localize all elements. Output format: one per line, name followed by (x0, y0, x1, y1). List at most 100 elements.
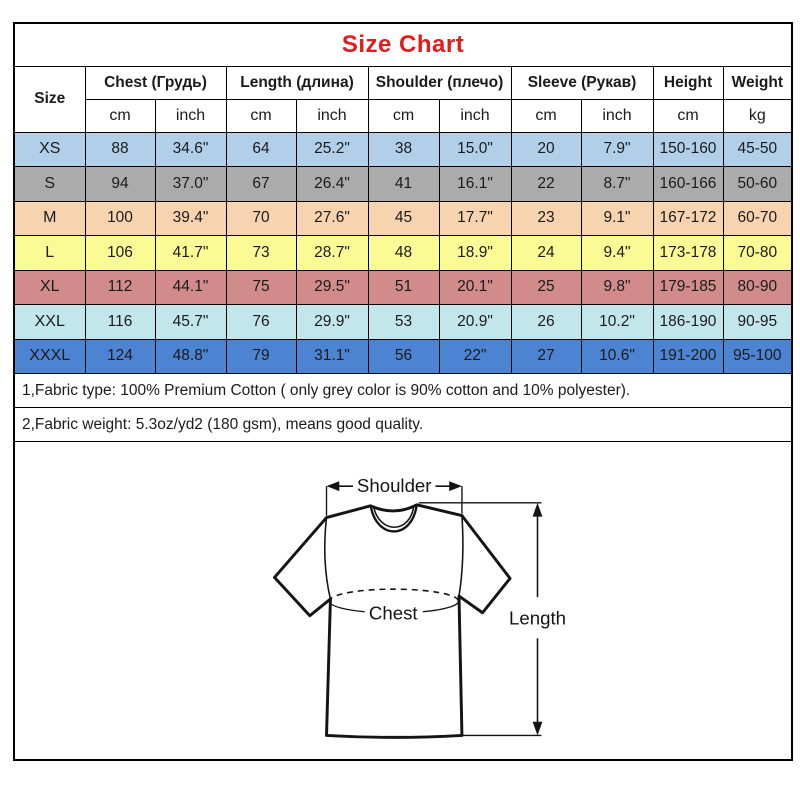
col-header-length: Length (длина) (225, 65, 369, 100)
cell: 25 (510, 269, 582, 305)
shoulder-arrow-right (449, 481, 462, 492)
note-row-2: 2,Fabric weight: 5.3oz/yd2 (180 gsm), me… (13, 407, 793, 442)
cell: 179-185 (652, 269, 724, 305)
cell: 20 (510, 131, 582, 167)
cell: 150-160 (652, 131, 724, 167)
cell: 22" (438, 338, 512, 374)
chest-ellipse-top (328, 588, 459, 603)
size-label: XXL (13, 304, 86, 340)
cell: 73 (225, 235, 297, 271)
cell: 48.8" (154, 338, 227, 374)
col-header-weight: Weight (722, 65, 793, 100)
cell: 44.1" (154, 269, 227, 305)
measurement-diagram-cell: Chest Shoulder (13, 441, 793, 760)
cell: 124 (84, 338, 156, 374)
cell: 94 (84, 166, 156, 202)
right-sleeve-seam (458, 515, 464, 597)
shoulder-label: Shoulder (357, 475, 432, 496)
cell: 64 (225, 131, 297, 167)
cell: 29.9" (295, 304, 369, 340)
diagram-row: Chest Shoulder (13, 441, 793, 760)
cell: 70 (225, 200, 297, 236)
size-label: M (13, 200, 86, 236)
unit-shoulder-inch: inch (438, 98, 512, 133)
cell: 28.7" (295, 235, 369, 271)
cell: 20.9" (438, 304, 512, 340)
cell: 15.0" (438, 131, 512, 167)
col-header-shoulder: Shoulder (плечо) (367, 65, 512, 100)
header-group-row: Size Chest (Грудь) Length (длина) Should… (13, 65, 793, 133)
table-row-xxxl: XXXL 124 48.8" 79 31.1" 56 22" 27 10.6" … (13, 338, 793, 374)
cell: 95-100 (722, 338, 793, 374)
size-label: XL (13, 269, 86, 305)
chest-ellipse-bottom-right (422, 599, 459, 613)
cell: 8.7" (580, 166, 654, 202)
cell: 20.1" (438, 269, 512, 305)
cell: 27.6" (295, 200, 369, 236)
tshirt-measurement-diagram: Chest Shoulder (273, 475, 566, 740)
cell: 90-95 (722, 304, 793, 340)
title-cell: Size Chart (13, 22, 793, 67)
cell: 16.1" (438, 166, 512, 202)
collar-inner (372, 505, 415, 529)
col-header-sleeve: Sleeve (Рукав) (510, 65, 654, 100)
cell: 29.5" (295, 269, 369, 305)
cell: 186-190 (652, 304, 724, 340)
cell: 22 (510, 166, 582, 202)
size-label: S (13, 166, 86, 202)
size-chart: Size Chart Size Chest (Грудь) Length (дл… (13, 22, 794, 761)
cell: 9.4" (580, 235, 654, 271)
unit-height-cm: cm (652, 98, 724, 133)
cell: 41.7" (154, 235, 227, 271)
fabric-weight-note: 2,Fabric weight: 5.3oz/yd2 (180 gsm), me… (13, 407, 793, 442)
unit-chest-inch: inch (154, 98, 227, 133)
unit-chest-cm: cm (84, 98, 156, 133)
size-label: L (13, 235, 86, 271)
cell: 80-90 (722, 269, 793, 305)
unit-sleeve-inch: inch (580, 98, 654, 133)
cell: 17.7" (438, 200, 512, 236)
size-label: XXXL (13, 338, 86, 374)
cell: 75 (225, 269, 297, 305)
left-sleeve-seam (323, 517, 332, 600)
cell: 24 (510, 235, 582, 271)
cell: 60-70 (722, 200, 793, 236)
length-label: Length (509, 608, 566, 629)
unit-sleeve-cm: cm (510, 98, 582, 133)
header-unit-row: cm inch cm inch cm inch cm inch cm kg (14, 98, 793, 133)
table-row-xs: XS 88 34.6" 64 25.2" 38 15.0" 20 7.9" 15… (13, 131, 793, 167)
table-row-xxl: XXL 116 45.7" 76 29.9" 53 20.9" 26 10.2"… (13, 304, 793, 340)
length-arrow-down (532, 721, 543, 736)
col-header-chest: Chest (Грудь) (84, 65, 227, 100)
cell: 50-60 (722, 166, 793, 202)
cell: 26.4" (295, 166, 369, 202)
cell: 173-178 (652, 235, 724, 271)
cell: 9.8" (580, 269, 654, 305)
cell: 9.1" (580, 200, 654, 236)
cell: 27 (510, 338, 582, 374)
cell: 23 (510, 200, 582, 236)
cell: 53 (367, 304, 440, 340)
cell: 160-166 (652, 166, 724, 202)
page-title: Size Chart (341, 30, 465, 58)
cell: 41 (367, 166, 440, 202)
cell: 51 (367, 269, 440, 305)
size-chart-table: Size Chart Size Chest (Грудь) Length (дл… (13, 22, 794, 761)
note-row-1: 1,Fabric type: 100% Premium Cotton ( onl… (13, 373, 793, 408)
cell: 48 (367, 235, 440, 271)
unit-length-cm: cm (225, 98, 297, 133)
chest-label: Chest (369, 603, 418, 624)
fabric-type-note: 1,Fabric type: 100% Premium Cotton ( onl… (13, 373, 793, 408)
cell: 88 (84, 131, 156, 167)
cell: 56 (367, 338, 440, 374)
cell: 112 (84, 269, 156, 305)
cell: 38 (367, 131, 440, 167)
cell: 37.0" (154, 166, 227, 202)
cell: 26 (510, 304, 582, 340)
cell: 10.6" (580, 338, 654, 374)
shoulder-arrow-left (326, 481, 340, 492)
collar-outer (369, 504, 418, 533)
cell: 116 (84, 304, 156, 340)
title-row: Size Chart (13, 22, 793, 67)
table-row-m: M 100 39.4" 70 27.6" 45 17.7" 23 9.1" 16… (13, 200, 793, 236)
